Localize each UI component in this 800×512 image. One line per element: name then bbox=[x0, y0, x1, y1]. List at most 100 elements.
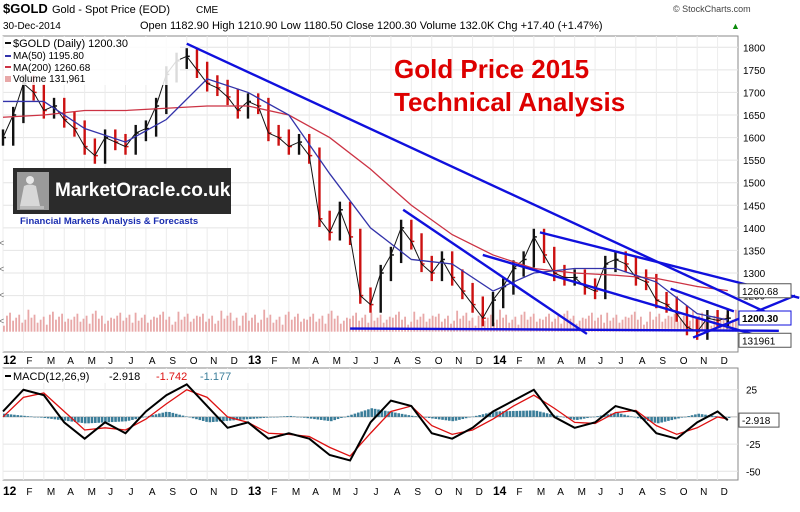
macd-hist-bar bbox=[319, 416, 323, 420]
volume-bar bbox=[535, 321, 538, 332]
volume-bar bbox=[333, 318, 336, 332]
macd-x-axis: 12 F M A M J J A S O N D 13 F M A M J J A S O N D 14 F M A M J J A S O N D bbox=[3, 484, 728, 498]
volume-bar bbox=[615, 314, 618, 332]
volume-bar bbox=[186, 313, 189, 332]
volume-bar bbox=[560, 323, 563, 332]
volume-bar bbox=[180, 319, 183, 332]
macd-hist-bar bbox=[367, 409, 370, 417]
analysis-title-line1: Gold Price 2015 bbox=[394, 54, 589, 84]
macd-hist-bar bbox=[90, 416, 94, 424]
macd-hist-bar bbox=[714, 416, 717, 417]
volume-bar bbox=[42, 316, 45, 332]
trendline bbox=[186, 42, 780, 320]
macd-hist-bar bbox=[414, 416, 417, 417]
volume-bar bbox=[404, 316, 406, 332]
price-y-tick-label: 1350 bbox=[743, 246, 766, 257]
volume-bar bbox=[655, 316, 658, 332]
price-x-tick-label: A bbox=[312, 356, 319, 367]
macd-x-tick-label: M bbox=[47, 487, 55, 498]
volume-bars bbox=[3, 309, 737, 332]
volume-bar bbox=[58, 316, 60, 332]
volume-bar bbox=[21, 322, 24, 332]
logo-tagline-band bbox=[16, 214, 230, 227]
macd-hist-bar bbox=[606, 414, 610, 417]
volume-bar bbox=[70, 319, 73, 332]
volume-bar bbox=[346, 317, 348, 332]
macd-hist-bar bbox=[127, 416, 131, 421]
macd-hist-bar bbox=[120, 416, 124, 422]
volume-bar bbox=[79, 321, 82, 332]
macd-hist-bar bbox=[70, 416, 74, 422]
macd-hist-bar bbox=[171, 412, 175, 417]
price-x-tick-label: N bbox=[210, 356, 217, 367]
macd-hist-bar bbox=[43, 416, 47, 418]
macd-hist-bar bbox=[181, 415, 185, 417]
macd-hist-bar bbox=[458, 416, 461, 420]
volume-bar bbox=[61, 313, 63, 332]
macd-hist-bar bbox=[356, 412, 360, 417]
volume-bar bbox=[621, 319, 624, 332]
ma50-line bbox=[3, 78, 728, 321]
macd-hist-bar bbox=[249, 416, 252, 420]
macd-hist-bar bbox=[539, 411, 542, 417]
macd-hist-bar bbox=[495, 411, 498, 417]
macd-hist-bar bbox=[235, 416, 239, 421]
volume-bar bbox=[94, 310, 97, 332]
macd-legend-signal: -1.742 bbox=[156, 371, 187, 383]
macd-hist-bar bbox=[528, 410, 532, 417]
macd-hist-bar bbox=[272, 416, 276, 418]
volume-bar bbox=[419, 316, 422, 332]
macd-hist-bar bbox=[630, 416, 633, 417]
macd-hist-bar bbox=[40, 416, 43, 418]
macd-x-tick-label: F bbox=[26, 487, 32, 498]
price-x-tick-label: J bbox=[619, 356, 624, 367]
macd-hist-bar bbox=[508, 411, 512, 417]
volume-bar bbox=[398, 311, 400, 332]
volume-bar bbox=[609, 320, 612, 332]
macd-signal-line bbox=[2, 389, 728, 457]
macd-hist-bar bbox=[525, 410, 529, 417]
price-x-tick-label: A bbox=[149, 356, 156, 367]
macd-hist-bar bbox=[110, 416, 114, 423]
volume-bar bbox=[226, 315, 229, 332]
macd-hist-bar bbox=[212, 416, 215, 422]
macd-hist-bar bbox=[87, 416, 90, 424]
volume-bar bbox=[367, 322, 370, 332]
macd-hist-bar bbox=[242, 416, 245, 420]
macd-y-tick-label: -25 bbox=[746, 440, 761, 451]
volume-bar bbox=[517, 324, 520, 332]
macd-hist-bar bbox=[222, 416, 225, 422]
volume-bar bbox=[33, 314, 36, 332]
macd-hist-bar bbox=[373, 408, 377, 417]
volume-bar bbox=[223, 318, 226, 332]
macd-legend-value: -2.918 bbox=[109, 371, 140, 383]
volume-bar bbox=[379, 314, 382, 332]
volume-bar bbox=[496, 319, 498, 332]
macd-hist-bar bbox=[680, 416, 684, 418]
macd-hist-bar bbox=[350, 414, 353, 417]
macd-hist-bar bbox=[228, 416, 232, 421]
volume-bar bbox=[251, 317, 253, 332]
volume-bar bbox=[667, 315, 670, 332]
volume-bar bbox=[153, 316, 155, 332]
macd-x-tick-label: M bbox=[578, 487, 586, 498]
macd-hist-bar bbox=[104, 416, 107, 423]
macd-hist-bar bbox=[174, 413, 178, 417]
volume-bar bbox=[493, 322, 495, 332]
volume-bar bbox=[64, 321, 67, 332]
price-x-axis: 12 F M A M J J A S O N D 13 F M A M J J A S O N D 14 F M A M J J A S O N D bbox=[3, 353, 728, 367]
volume-bar bbox=[339, 323, 342, 332]
price-x-tick-label: S bbox=[169, 356, 176, 367]
macd-hist-bar bbox=[721, 416, 724, 418]
volume-bar bbox=[327, 313, 330, 332]
macd-x-tick-label: O bbox=[190, 487, 198, 498]
macd-panel: 250-25-50 12FMAMJJASOND13FMAMJJASOND14FM… bbox=[2, 367, 780, 498]
macd-hist-bar bbox=[522, 410, 525, 417]
macd-x-tick-label: J bbox=[353, 487, 358, 498]
volume-bar bbox=[6, 315, 8, 332]
volume-bar bbox=[241, 315, 244, 332]
macd-x-tick-label: F bbox=[516, 487, 522, 498]
volume-bar bbox=[425, 321, 428, 332]
macd-value-tag: -2.918 bbox=[742, 416, 771, 427]
price-close-line bbox=[2, 55, 728, 333]
